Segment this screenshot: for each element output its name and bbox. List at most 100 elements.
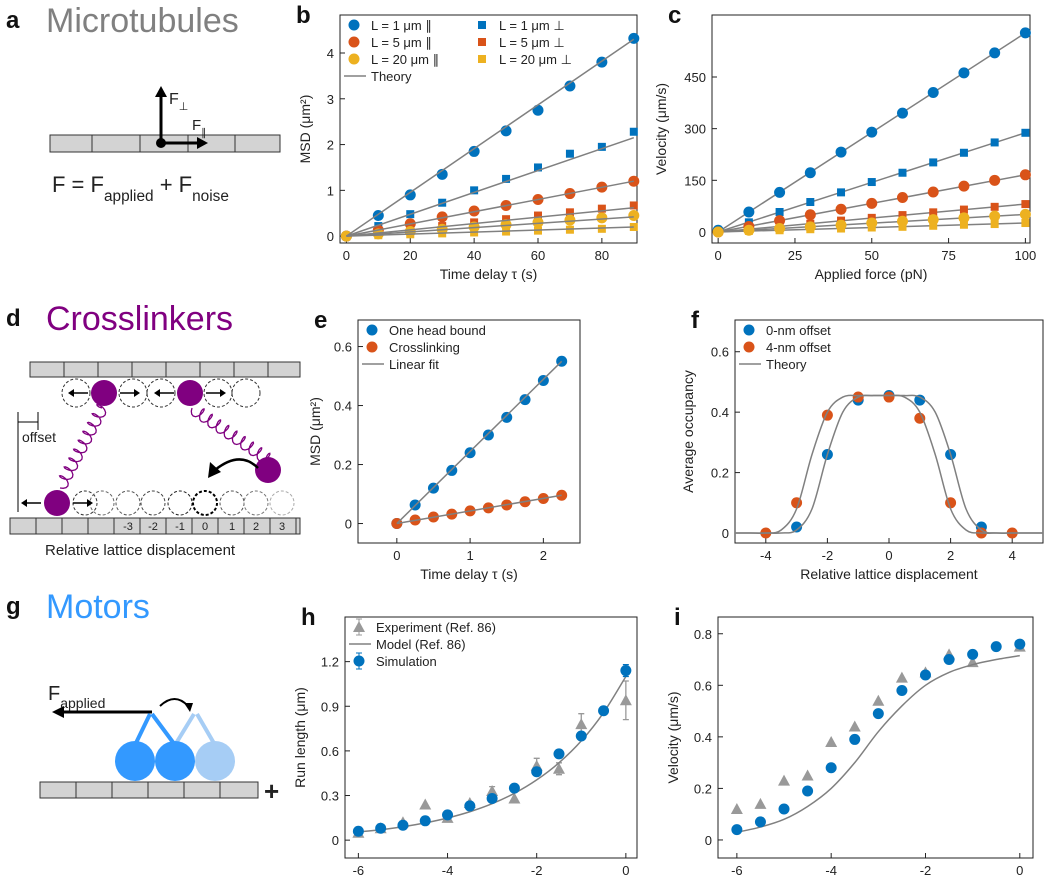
- site: [243, 490, 269, 516]
- line: [346, 207, 634, 237]
- site: [231, 378, 261, 408]
- point: [537, 374, 549, 386]
- line: [346, 180, 634, 237]
- point: [919, 669, 931, 681]
- motor-head: [155, 741, 195, 781]
- panel-letter: c: [668, 2, 681, 29]
- line: [736, 654, 1020, 833]
- point: [898, 168, 907, 177]
- point: [508, 792, 521, 804]
- point: [804, 209, 816, 221]
- legend-label: Theory: [371, 69, 412, 84]
- spring: [58, 403, 107, 489]
- point: [419, 815, 431, 827]
- point: [553, 748, 565, 760]
- y-tick-label: 0.6: [334, 340, 352, 355]
- x-tick-label: 20: [403, 248, 417, 263]
- motor-head: [115, 741, 155, 781]
- x-axis-label: Applied force (pN): [815, 266, 928, 282]
- x-tick-label: 100: [1015, 248, 1037, 263]
- legend-label: L = 5 μm ∥: [371, 35, 432, 50]
- y-axis-label: MSD (μm²): [297, 95, 313, 164]
- panel-title: Crosslinkers: [46, 300, 233, 338]
- lattice-label: -2: [148, 521, 158, 533]
- point: [914, 412, 926, 424]
- point: [564, 214, 576, 226]
- point: [564, 80, 576, 92]
- x-tick-label: 0: [1016, 863, 1023, 878]
- point: [867, 223, 876, 232]
- point: [929, 158, 938, 167]
- y-axis-label: MSD (μm²): [307, 397, 323, 466]
- x-tick-label: 2: [540, 548, 547, 563]
- point: [825, 762, 837, 774]
- filament-bar: [39, 781, 259, 799]
- x-tick-label: -6: [731, 863, 743, 878]
- panel-letter: g: [6, 593, 21, 620]
- point: [929, 208, 938, 217]
- crosslinker-head: [44, 490, 70, 516]
- point: [486, 792, 498, 804]
- x-tick-label: 80: [595, 248, 609, 263]
- point: [565, 149, 574, 158]
- x-tick-label: 0: [715, 248, 722, 263]
- x-tick-label: 2: [947, 548, 954, 563]
- point: [404, 189, 416, 201]
- legend-label: Crosslinking: [389, 340, 460, 355]
- panel-letter: d: [6, 305, 21, 332]
- point: [620, 665, 632, 677]
- point: [714, 227, 723, 236]
- legend-label: Theory: [766, 357, 807, 372]
- x-tick-label: -2: [822, 548, 834, 563]
- point: [1019, 169, 1031, 181]
- point: [959, 220, 968, 229]
- legend-marker: [743, 324, 755, 336]
- site: [146, 378, 176, 408]
- point: [801, 769, 814, 781]
- point: [397, 819, 409, 831]
- point: [990, 202, 999, 211]
- x-tick-label: -6: [353, 863, 365, 878]
- point: [806, 225, 815, 234]
- lattice-label: -1: [175, 521, 185, 533]
- site: [118, 378, 148, 408]
- panel-title: Motors: [46, 588, 150, 626]
- y-tick-label: 1.2: [321, 655, 339, 670]
- y-tick-label: 2: [327, 138, 334, 153]
- panel-letter: e: [314, 307, 327, 334]
- point: [744, 226, 753, 235]
- y-tick-label: 150: [684, 173, 706, 188]
- point: [629, 127, 638, 136]
- point: [628, 210, 640, 222]
- point: [778, 774, 791, 786]
- filament-bar: [9, 517, 301, 535]
- filament-bar: [29, 361, 301, 378]
- legend-label: Model (Ref. 86): [376, 637, 466, 652]
- legend-marker: [743, 341, 755, 353]
- point: [470, 186, 479, 195]
- y-tick-label: 0.4: [711, 405, 729, 420]
- y-tick-label: 0.4: [694, 730, 712, 745]
- site: [61, 378, 91, 408]
- legend-label: 0-nm offset: [766, 323, 831, 338]
- line: [346, 136, 635, 237]
- y-tick-label: 0.2: [334, 458, 352, 473]
- point: [500, 219, 512, 231]
- point: [534, 211, 542, 220]
- point: [929, 221, 938, 230]
- y-tick-label: 0.6: [321, 744, 339, 759]
- point: [596, 212, 608, 224]
- point: [849, 733, 861, 745]
- point: [825, 736, 838, 748]
- chart: i -6 -4 -2 0 0 0.2 0.4 0.6 0.8 Applied force (pN) V…: [665, 604, 1034, 884]
- panel-letter: h: [301, 604, 316, 631]
- line: [396, 494, 562, 525]
- point: [866, 197, 878, 209]
- y-tick-label: 0.6: [711, 345, 729, 360]
- text-part: F: [192, 117, 201, 134]
- site: [140, 490, 166, 516]
- crosslinker-head: [177, 380, 203, 406]
- point: [958, 180, 970, 192]
- point: [442, 809, 454, 821]
- step-arrow: [159, 698, 189, 707]
